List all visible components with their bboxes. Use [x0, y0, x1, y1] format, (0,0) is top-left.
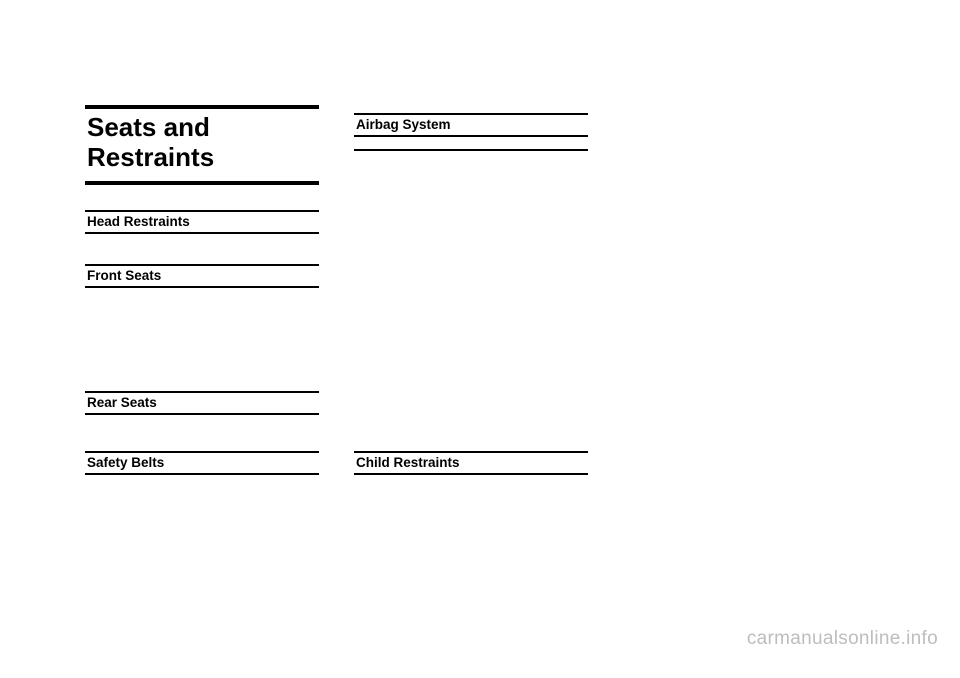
section-heading-head-restraints: Head Restraints [85, 210, 319, 234]
manual-page: Seats and Restraints Head Restraints Fro… [0, 0, 960, 678]
section-heading-airbag-system: Airbag System [354, 113, 588, 137]
section-heading-rear-seats: Rear Seats [85, 391, 319, 415]
chapter-title-line1: Seats and [85, 113, 319, 143]
chapter-title-block: Seats and Restraints [85, 105, 319, 185]
section-heading-child-restraints: Child Restraints [354, 451, 588, 475]
section-gap [85, 415, 319, 443]
content-columns: Seats and Restraints Head Restraints Fro… [85, 105, 590, 475]
column-right: Airbag System Child Restraints [354, 105, 588, 475]
section-heading-front-seats: Front Seats [85, 264, 319, 288]
airbag-underline [354, 137, 588, 151]
section-gap [85, 234, 319, 256]
section-heading-safety-belts: Safety Belts [85, 451, 319, 475]
chapter-title-line2: Restraints [85, 143, 319, 173]
section-gap [85, 288, 319, 383]
section-gap [354, 151, 588, 443]
column-left: Seats and Restraints Head Restraints Fro… [85, 105, 319, 475]
watermark-text: carmanualsonline.info [747, 628, 938, 650]
